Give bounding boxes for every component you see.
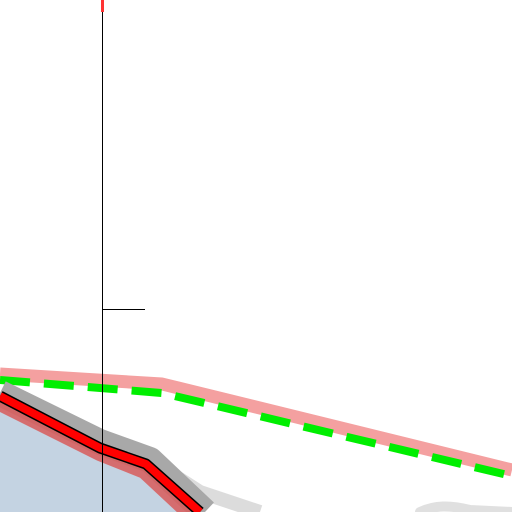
salmon-road	[0, 367, 512, 477]
light-gray-road-casing	[415, 501, 512, 512]
main-road-red-core	[0, 392, 203, 512]
green-dashed-boundary	[0, 376, 512, 480]
